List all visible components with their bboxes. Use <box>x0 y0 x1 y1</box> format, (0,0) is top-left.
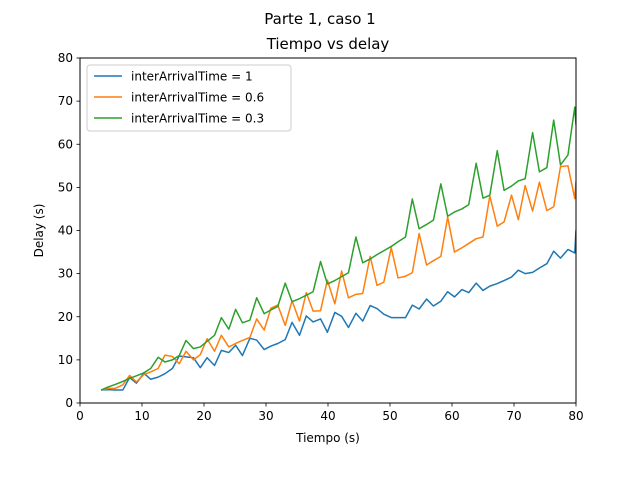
chart-title: Tiempo vs delay <box>266 35 390 53</box>
x-tick-label: 50 <box>382 409 397 423</box>
x-tick-label: 30 <box>258 409 273 423</box>
y-tick-label: 50 <box>58 180 73 194</box>
x-tick-label: 40 <box>320 409 335 423</box>
y-tick-label: 70 <box>58 94 73 108</box>
plot-area-frame <box>79 57 577 404</box>
y-tick-label: 80 <box>58 51 73 65</box>
x-axis-label: Tiempo (s) <box>295 431 360 445</box>
y-tick-label: 10 <box>58 353 73 367</box>
y-tick-label: 0 <box>65 396 73 410</box>
x-tick-label: 80 <box>568 409 583 423</box>
series-layer <box>100 106 576 391</box>
legend-label-1: interArrivalTime = 1 <box>131 70 253 84</box>
series-line-2 <box>100 165 576 391</box>
series-line-1 <box>101 230 576 391</box>
y-tick-label: 20 <box>58 310 73 324</box>
legend-label-3: interArrivalTime = 0.3 <box>131 112 264 126</box>
series-line-3 <box>100 106 576 391</box>
legend-box <box>86 64 292 132</box>
y-tick-label: 30 <box>58 267 73 281</box>
y-axis-label: Delay (s) <box>32 204 46 258</box>
axis-ticks: 0 10 20 30 40 50 60 70 80 0 10 20 30 40 50 60 70 80 <box>58 51 584 423</box>
x-tick-label: 60 <box>444 409 459 423</box>
x-tick-label: 10 <box>134 409 149 423</box>
y-tick-label: 60 <box>58 137 73 151</box>
x-tick-label: 20 <box>196 409 211 423</box>
x-tick-label: 0 <box>76 409 84 423</box>
legend-label-2: interArrivalTime = 0.6 <box>131 91 264 105</box>
y-tick-label: 40 <box>58 224 73 238</box>
legend: interArrivalTime = 1 interArrivalTime = 0… <box>86 64 292 132</box>
x-tick-label: 70 <box>506 409 521 423</box>
figure-title: Parte 1, caso 1 <box>264 10 375 28</box>
